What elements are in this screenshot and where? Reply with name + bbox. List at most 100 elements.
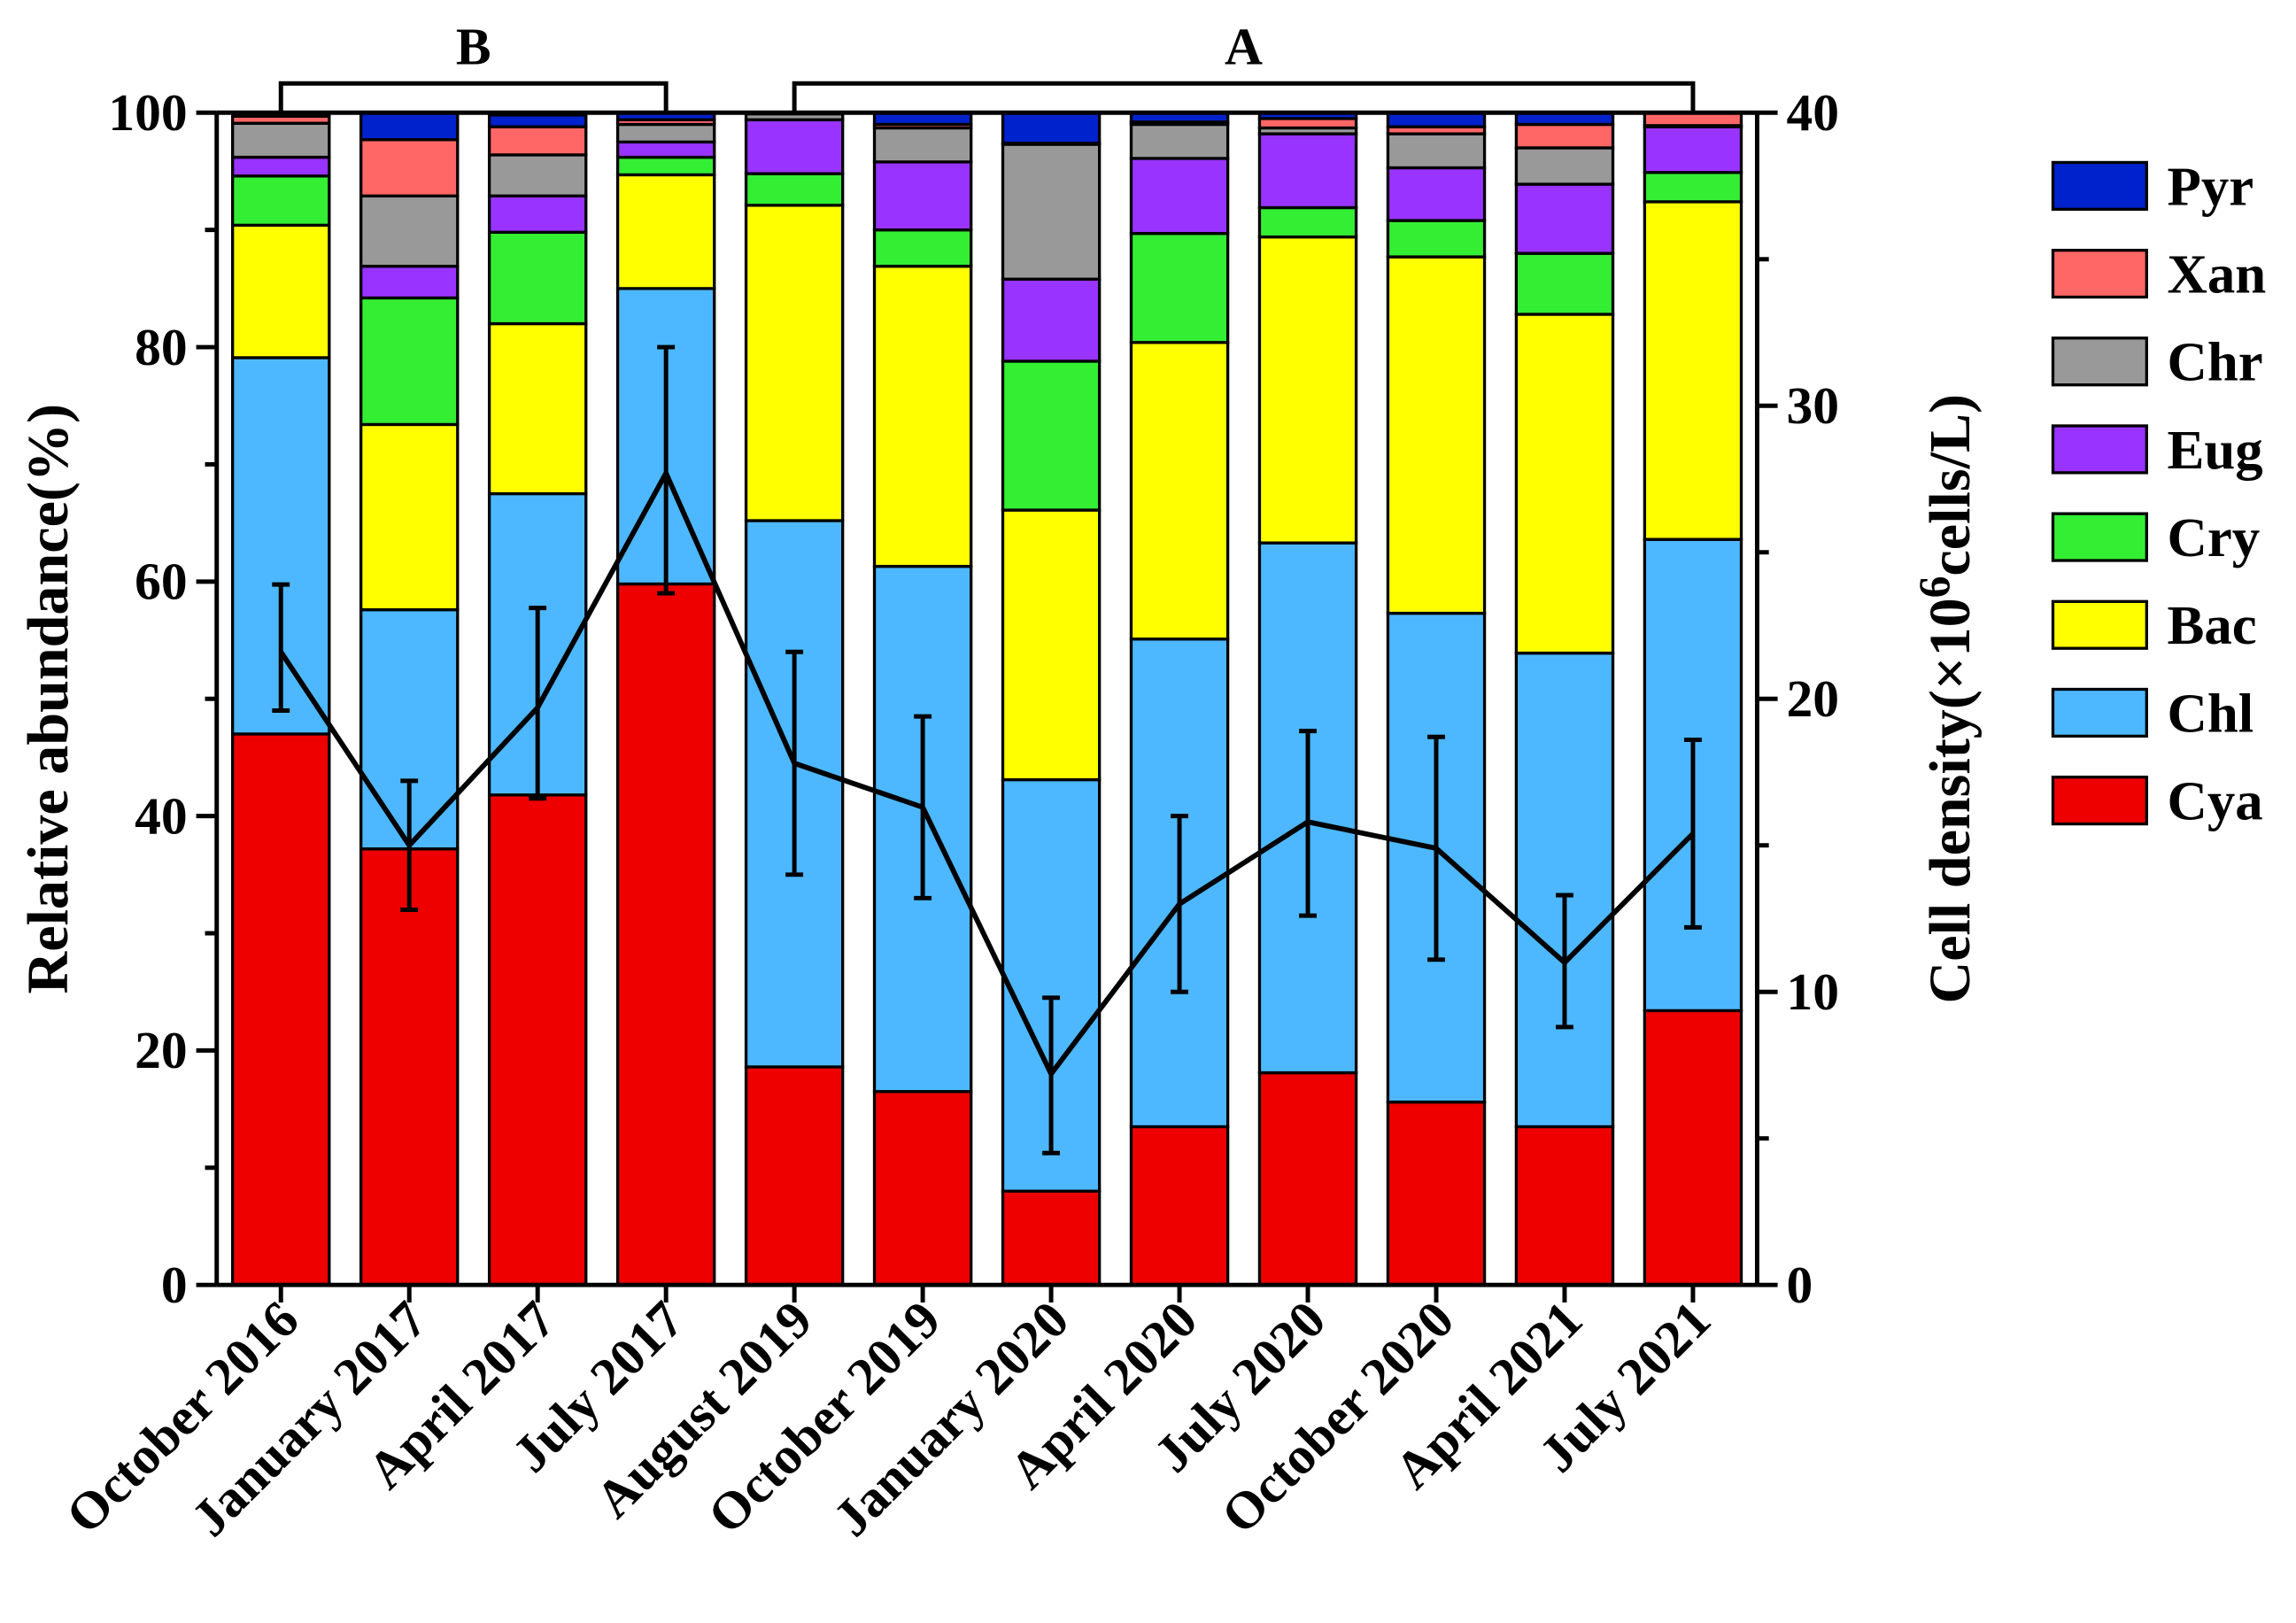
bar-segment-bac-8: [1257, 235, 1358, 545]
bar-segment-cya-1: [359, 847, 460, 1287]
bar-segment-cry-3: [615, 155, 716, 177]
bar-segment-chr-3: [615, 122, 716, 144]
legend-label-pyr: Pyr: [2167, 155, 2253, 217]
left-tick-label: 0: [161, 1256, 188, 1314]
bar-segment-chr-0: [231, 121, 331, 159]
axes: [196, 110, 1778, 1303]
bar-segment-bac-0: [231, 223, 331, 359]
legend-swatch-cry: [2051, 512, 2148, 562]
bar-segment-bac-11: [1643, 200, 1743, 541]
bar-segment-cya-10: [1514, 1125, 1615, 1287]
legend-swatch-eug: [2051, 424, 2148, 475]
bar-segment-bac-7: [1129, 341, 1230, 641]
bar-segment-cry-5: [872, 228, 973, 268]
bar-segment-chl-10: [1514, 651, 1615, 1129]
legend-label-cry: Cry: [2167, 506, 2260, 568]
bar-segment-cry-9: [1386, 219, 1487, 259]
group-bracket-b: [278, 81, 669, 113]
bar-segment-cry-2: [487, 230, 588, 326]
bar-segment-chr-9: [1386, 132, 1487, 170]
bar-segment-cry-7: [1129, 231, 1230, 344]
legend-swatch-chr: [2051, 336, 2148, 387]
legend-swatch-cya: [2051, 776, 2148, 826]
bar-segment-bac-9: [1386, 255, 1487, 615]
bar-segment-pyr-2: [487, 113, 588, 128]
bar-segment-eug-4: [744, 118, 845, 175]
bar-segment-bac-5: [872, 265, 973, 568]
bar-segment-eug-3: [615, 140, 716, 159]
legend-label-cya: Cya: [2167, 770, 2262, 832]
left-tick-label: 60: [135, 553, 188, 611]
bar-segment-xan-10: [1514, 122, 1615, 150]
bar-segment-chr-1: [359, 194, 460, 268]
bar-segment-cya-7: [1129, 1125, 1230, 1287]
bar-segment-bac-10: [1514, 313, 1615, 655]
bars-layer: [231, 111, 1743, 1287]
right-tick-label: 40: [1787, 83, 1840, 142]
bar-segment-eug-7: [1129, 157, 1230, 236]
bar-segment-chr-5: [872, 126, 973, 164]
bar-segment-cry-10: [1514, 251, 1615, 316]
group-label-a: A: [1225, 18, 1263, 76]
legend-label-eug: Eug: [2167, 419, 2262, 481]
right-tick-label: 20: [1787, 669, 1840, 728]
bar-segment-cya-9: [1386, 1101, 1487, 1287]
bar-segment-cry-0: [231, 174, 331, 228]
group-bracket-a: [792, 81, 1696, 113]
bar-segment-bac-6: [1001, 508, 1102, 782]
bar-segment-eug-10: [1514, 182, 1615, 255]
bar-segment-cya-5: [872, 1090, 973, 1287]
bar-segment-chr-7: [1129, 122, 1230, 160]
bar-segment-cya-3: [615, 582, 716, 1287]
bar-segment-cya-6: [1001, 1189, 1102, 1287]
legend-swatch-bac: [2051, 599, 2148, 650]
left-tick-label: 100: [108, 83, 187, 142]
cell-density-line: [272, 344, 1702, 1155]
left-tick-label: 20: [135, 1021, 188, 1079]
left-tick-label: 80: [135, 318, 188, 376]
legend-swatch-pyr: [2051, 160, 2148, 212]
bar-segment-eug-8: [1257, 132, 1358, 210]
bar-segment-xan-1: [359, 138, 460, 197]
bar-segment-eug-9: [1386, 166, 1487, 222]
bar-segment-chr-2: [487, 153, 588, 197]
density-polyline: [278, 467, 1696, 1079]
bar-segment-cya-8: [1257, 1070, 1358, 1287]
bar-segment-bac-3: [615, 173, 716, 290]
bar-segment-chr-6: [1001, 143, 1102, 281]
y-axis-left-title: Relative abundance(%): [16, 404, 81, 994]
bar-segment-cya-0: [231, 732, 331, 1287]
legend-label-chl: Chl: [2167, 682, 2253, 744]
group-label-b: B: [456, 18, 491, 76]
y-axis-right-title: Cell density(×106cells/L): [1910, 394, 1983, 1004]
bar-segment-cry-1: [359, 296, 460, 427]
bar-segment-bac-1: [359, 422, 460, 612]
bar-segment-chr-10: [1514, 146, 1615, 186]
bar-segment-eug-2: [487, 194, 588, 234]
bar-segment-xan-2: [487, 125, 588, 157]
bar-segment-bac-4: [744, 204, 845, 522]
bar-segment-cya-2: [487, 793, 588, 1287]
bar-segment-eug-1: [359, 265, 460, 300]
legend-label-chr: Chr: [2167, 331, 2262, 393]
bar-segment-cry-6: [1001, 359, 1102, 512]
bar-segment-cry-8: [1257, 205, 1358, 239]
bar-segment-cry-11: [1643, 171, 1743, 204]
bar-segment-cry-4: [744, 172, 845, 207]
bar-segment-eug-0: [231, 155, 331, 178]
legend-swatch-xan: [2051, 248, 2148, 299]
bar-segment-cya-11: [1643, 1009, 1743, 1287]
right-tick-label: 0: [1787, 1256, 1813, 1314]
legend-label-xan: Xan: [2167, 243, 2266, 305]
bar-segment-pyr-1: [359, 111, 460, 142]
bar-segment-eug-6: [1001, 277, 1102, 363]
left-tick-label: 40: [135, 786, 188, 845]
legend-label-bac: Bac: [2167, 594, 2256, 656]
bar-segment-eug-11: [1643, 125, 1743, 174]
right-tick-label: 10: [1787, 962, 1840, 1021]
bar-segment-bac-2: [487, 321, 588, 496]
bar-segment-cya-4: [744, 1065, 845, 1287]
right-tick-label: 30: [1787, 376, 1840, 435]
